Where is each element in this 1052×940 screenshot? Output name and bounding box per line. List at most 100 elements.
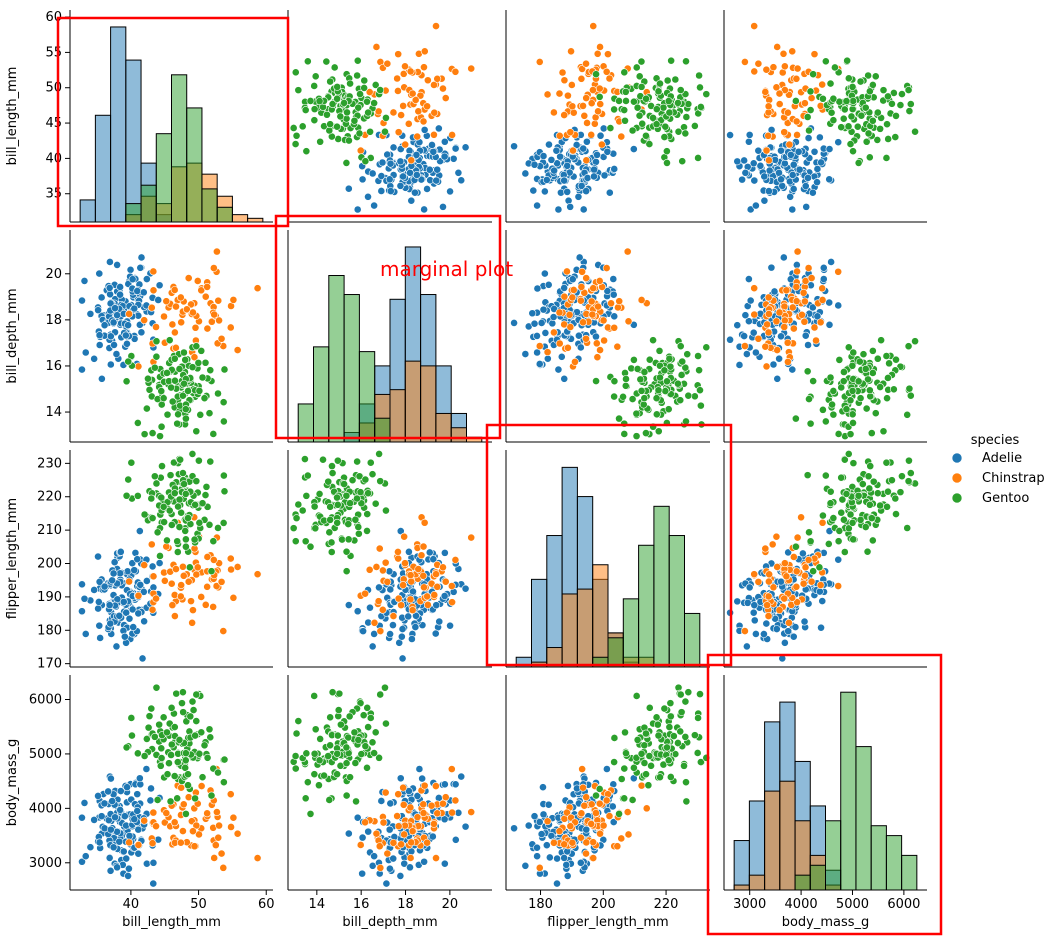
scatter-point-adelie [364,827,373,836]
scatter-point-adelie [733,597,742,606]
scatter-point-gentoo [891,494,900,503]
scatter-point-chinstrap [430,130,438,139]
scatter-point-chinstrap [782,572,791,581]
scatter-point-adelie [544,800,553,809]
scatter-point-adelie [542,175,551,184]
scatter-point-chinstrap [543,817,552,826]
scatter-point-adelie [135,774,144,783]
scatter-point-adelie [545,140,553,149]
scatter-point-adelie [90,815,99,824]
scatter-point-adelie [100,321,109,330]
scatter-point-chinstrap [816,581,825,589]
scatter-point-chinstrap [564,91,572,100]
scatter-point-gentoo [371,728,380,737]
scatter-point-chinstrap [589,284,598,293]
scatter-point-gentoo [361,475,370,484]
y-tick-label: 45 [45,116,62,131]
scatter-point-chinstrap [614,303,622,312]
scatter-point-chinstrap [595,277,604,285]
scatter-point-adelie [574,331,583,340]
scatter-point-adelie [563,872,572,880]
scatter-point-gentoo [620,764,629,773]
scatter-point-gentoo [336,112,345,121]
scatter-point-chinstrap [623,247,632,256]
x-axis-label: body_mass_g [782,915,870,930]
scatter-point-gentoo [157,387,166,395]
scatter-point-gentoo [868,116,877,125]
scatter-point-adelie [78,857,86,866]
scatter-point-chinstrap [594,107,602,116]
scatter-point-adelie [801,331,810,340]
scatter-point-chinstrap [406,854,415,862]
y-tick-label: 200 [37,557,62,572]
scatter-point-chinstrap [411,96,420,104]
scatter-point-adelie [358,869,367,878]
scatter-point-chinstrap [775,606,784,615]
x-axis-label: flipper_length_mm [547,915,668,930]
scatter-point-adelie [413,792,422,800]
x-tick-label: 14 [309,897,326,912]
scatter-point-chinstrap [772,532,781,541]
scatter-point-adelie [78,607,86,616]
scatter-point-gentoo [306,809,315,818]
scatter-point-gentoo [174,410,182,419]
scatter-point-gentoo [163,728,171,737]
scatter-point-gentoo [167,703,176,712]
scatter-point-gentoo [338,535,346,544]
scatter-point-gentoo [682,778,690,787]
scatter-point-gentoo [291,764,300,773]
scatter-point-gentoo [322,57,331,66]
scatter-point-gentoo [363,97,371,106]
scatter-point-gentoo [145,712,154,721]
scatter-point-chinstrap [579,318,587,327]
scatter-point-adelie [744,275,753,283]
scatter-point-adelie [772,625,781,633]
scatter-point-adelie [116,569,125,578]
scatter-point-gentoo [334,706,343,714]
scatter-point-gentoo [214,524,222,532]
scatter-point-gentoo [310,692,319,700]
scatter-point-chinstrap [761,88,770,96]
scatter-point-chinstrap [596,100,605,108]
scatter-point-gentoo [630,97,638,106]
scatter-point-adelie [780,159,789,168]
scatter-point-chinstrap [568,293,577,302]
scatter-point-chinstrap [792,74,801,83]
scatter-point-adelie [751,630,760,638]
scatter-point-gentoo [174,502,182,511]
scatter-point-gentoo [882,154,891,162]
scatter-point-gentoo [291,752,300,760]
scatter-point-chinstrap [566,822,575,831]
scatter-point-adelie [775,168,783,177]
scatter-point-gentoo [655,346,664,355]
scatter-point-gentoo [826,79,835,88]
scatter-point-adelie [834,555,843,564]
scatter-point-gentoo [342,547,351,556]
scatter-point-adelie [80,594,89,603]
scatter-point-gentoo [200,741,209,750]
scatter-point-gentoo [315,756,324,765]
panel-bill_depth_mm-vs-bill_depth_mm [287,230,492,443]
scatter-point-adelie [124,321,132,330]
scatter-point-gentoo [861,523,870,531]
scatter-point-gentoo [661,122,670,131]
scatter-point-adelie [106,258,114,266]
scatter-point-gentoo [133,491,142,500]
scatter-point-chinstrap [376,863,385,872]
scatter-point-adelie [745,130,754,139]
hist-bar-gentoo [870,825,887,891]
scatter-point-gentoo [303,57,312,66]
scatter-point-gentoo [863,547,872,556]
scatter-point-gentoo [192,717,201,725]
scatter-point-gentoo [360,76,369,85]
scatter-point-gentoo [844,74,853,83]
scatter-point-chinstrap [179,827,187,835]
scatter-point-gentoo [620,794,629,803]
scatter-point-adelie [400,859,409,868]
scatter-point-gentoo [681,697,690,706]
scatter-point-gentoo [637,82,646,91]
scatter-point-chinstrap [812,336,820,345]
scatter-point-gentoo [879,427,888,436]
scatter-point-gentoo [615,809,623,818]
scatter-point-chinstrap [383,59,392,68]
